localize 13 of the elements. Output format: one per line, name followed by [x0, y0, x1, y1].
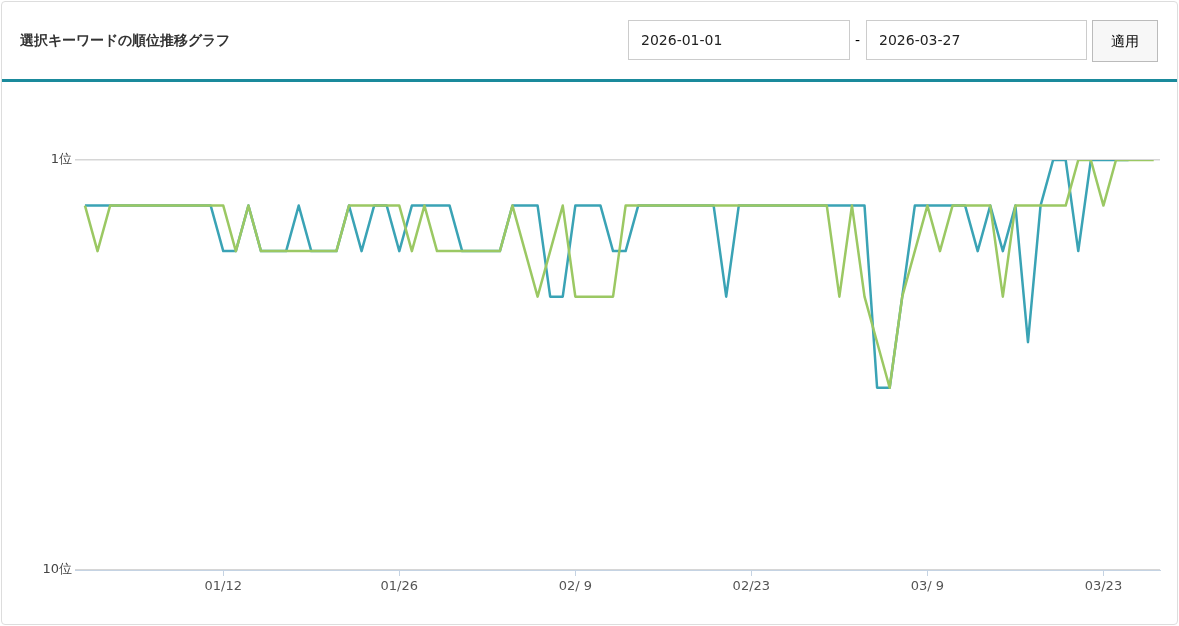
x-tick-label: 01/12	[204, 578, 242, 594]
apply-button: 適用	[1092, 20, 1158, 62]
start-date-field: 2026-01-01	[628, 20, 850, 60]
x-tick-label: 02/ 9	[558, 578, 592, 594]
text: -	[855, 32, 861, 48]
y-tick-label: 1位	[50, 151, 72, 167]
end-date-field: 2026-03-27	[866, 20, 1087, 60]
x-tick-label: 01/26	[380, 578, 419, 594]
x-tick-label: 02/23	[732, 578, 771, 594]
chart-title: 選択キーワードの順位推移グラフ	[20, 32, 230, 50]
x-tick-label: 03/23	[1084, 578, 1123, 594]
y-tick-label: 10位	[42, 561, 72, 577]
x-tick-label: 03/ 9	[910, 578, 945, 594]
